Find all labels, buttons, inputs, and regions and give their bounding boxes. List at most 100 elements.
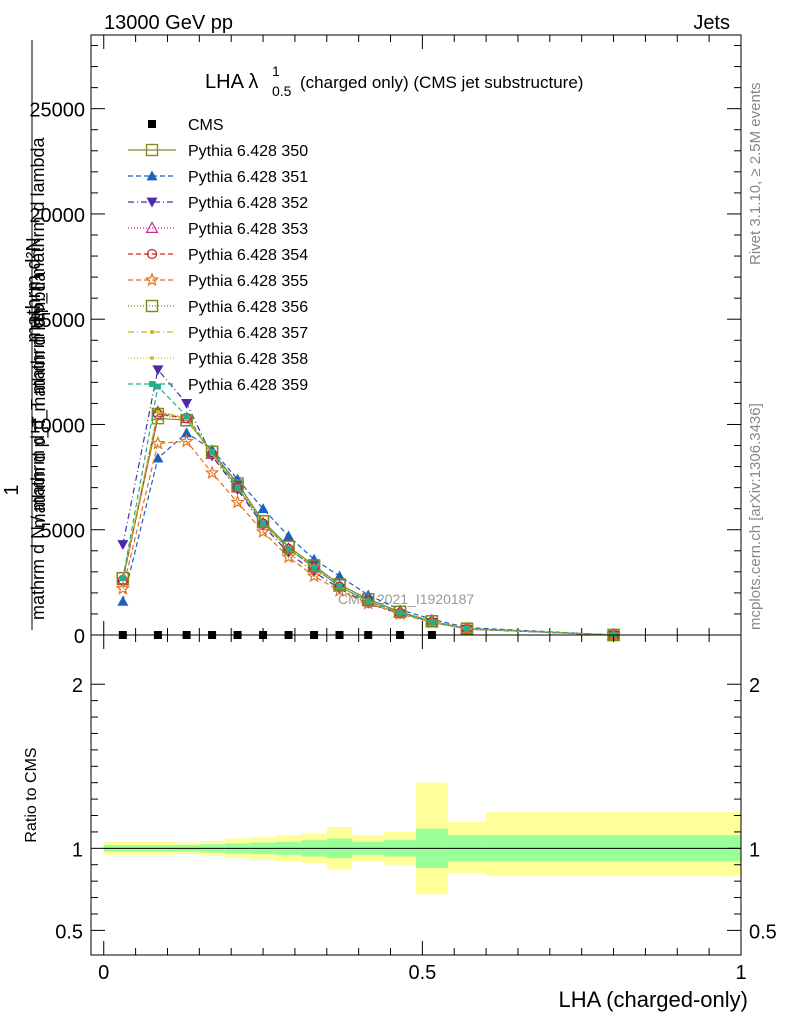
legend-marker [146, 248, 158, 260]
data-point [362, 589, 374, 600]
main-ytick-label: 20000 [29, 205, 85, 227]
title-sup: 1 [272, 63, 280, 79]
ratio-ytick-label-right: 0.5 [749, 921, 777, 943]
legend-marker [144, 272, 160, 287]
ratio-ytick-label: 0.5 [55, 921, 83, 943]
data-point [283, 530, 295, 541]
data-point [283, 543, 294, 554]
data-point [232, 482, 243, 493]
legend-marker [145, 299, 159, 313]
main-ytick-label: 0 [74, 626, 85, 648]
data-point [336, 583, 343, 590]
main-title: LHA λ 1 0.5 (charged only) (CMS jet subs… [205, 63, 583, 99]
data-point [152, 365, 164, 376]
ratio-xtick-label: 0.5 [408, 962, 436, 984]
legend-label: Pythia 6.428 350 [188, 143, 308, 160]
data-point [260, 520, 267, 527]
ratio-frame [90, 634, 742, 956]
data-point [282, 540, 295, 553]
data-point [463, 625, 470, 632]
data-point [234, 484, 241, 491]
data-point [333, 578, 346, 591]
data-point [115, 581, 131, 595]
data-point [155, 409, 160, 414]
data-point [281, 549, 296, 564]
data-point [256, 515, 270, 528]
ratio-ytick-label-right: 1 [749, 839, 760, 861]
legend-label: Pythia 6.428 355 [188, 273, 308, 290]
data-point [334, 570, 346, 581]
ylabel-main-denominator: mathrm d p_T mathrm d lambda [29, 271, 50, 529]
data-point [257, 518, 269, 529]
header-right: Jets [693, 12, 730, 34]
data-point [117, 595, 129, 606]
legend-label: Pythia 6.428 358 [188, 351, 308, 368]
data-point [362, 593, 375, 606]
data-point [179, 433, 194, 448]
data-point [119, 575, 126, 582]
mcplots-label: mcplots.cern.ch [arXiv:1306.3436] [747, 403, 764, 630]
main-ytick-label: 5000 [41, 521, 86, 543]
data-point [307, 559, 321, 572]
main-ytick-label: 10000 [29, 415, 85, 437]
data-point [308, 562, 320, 573]
data-point [397, 609, 404, 616]
legend-marker [145, 221, 159, 233]
data-point [150, 435, 166, 450]
data-point [205, 445, 219, 459]
data-point [460, 622, 474, 635]
legend-marker [145, 143, 159, 157]
data-point [231, 479, 244, 492]
series-7 [116, 407, 620, 642]
data-point [393, 605, 407, 619]
xlabel: LHA (charged-only) [558, 987, 748, 1012]
data-point [308, 553, 320, 564]
data-point [152, 408, 164, 420]
header-left: 13000 GeV pp [104, 12, 233, 34]
data-point [116, 571, 130, 585]
data-point [151, 407, 165, 421]
ylabel-main: mathrm d²N 1 mathrm d p_T mathrm d lambd… [1, 40, 50, 630]
data-point [306, 568, 322, 583]
main-panel: 0 5000 10000 15000 20000 25000 [29, 34, 742, 648]
legend-marker [146, 197, 158, 208]
data-point [230, 494, 245, 509]
ratio-ytick-label: 1 [72, 839, 83, 861]
legend-label: CMS [188, 117, 224, 134]
data-point [154, 383, 161, 390]
data-point [360, 595, 376, 610]
legend-marker [146, 170, 158, 181]
title-pre: LHA λ [205, 71, 258, 93]
rivet-label: Rivet 3.1.10, ≥ 2.5M events [747, 83, 764, 266]
data-point [425, 615, 439, 628]
legend-label: Pythia 6.428 351 [188, 169, 308, 186]
data-point [428, 618, 435, 625]
data-point [152, 452, 164, 463]
data-point [232, 473, 244, 484]
data-point [365, 598, 372, 605]
series-6 [115, 433, 621, 642]
data-point [181, 399, 193, 409]
ylabel-main-one: 1 [1, 484, 23, 495]
series-line [122, 432, 614, 636]
legend-label: Pythia 6.428 352 [188, 195, 308, 212]
data-point [392, 606, 408, 621]
ratio-xtick-label: 1 [735, 962, 746, 984]
title-sub: 0.5 [272, 83, 292, 99]
data-point [183, 413, 190, 420]
legend-label: Pythia 6.428 353 [188, 221, 308, 238]
legend-marker [149, 381, 155, 387]
legend-marker [150, 330, 154, 334]
watermark: CMS_2021_I1920187 [338, 591, 474, 607]
data-point [255, 524, 271, 539]
title-post: (charged only) (CMS jet substructure) [300, 73, 583, 92]
series-line [122, 440, 614, 636]
legend-label: Pythia 6.428 356 [188, 299, 308, 316]
data-point [181, 427, 193, 438]
ratio-xtick-label: 0 [98, 962, 109, 984]
data-point [311, 564, 318, 571]
legend-label: Pythia 6.428 359 [188, 377, 308, 394]
ylabel-main-numerator: mathrm d²N [23, 237, 45, 343]
legend-marker [148, 120, 156, 128]
